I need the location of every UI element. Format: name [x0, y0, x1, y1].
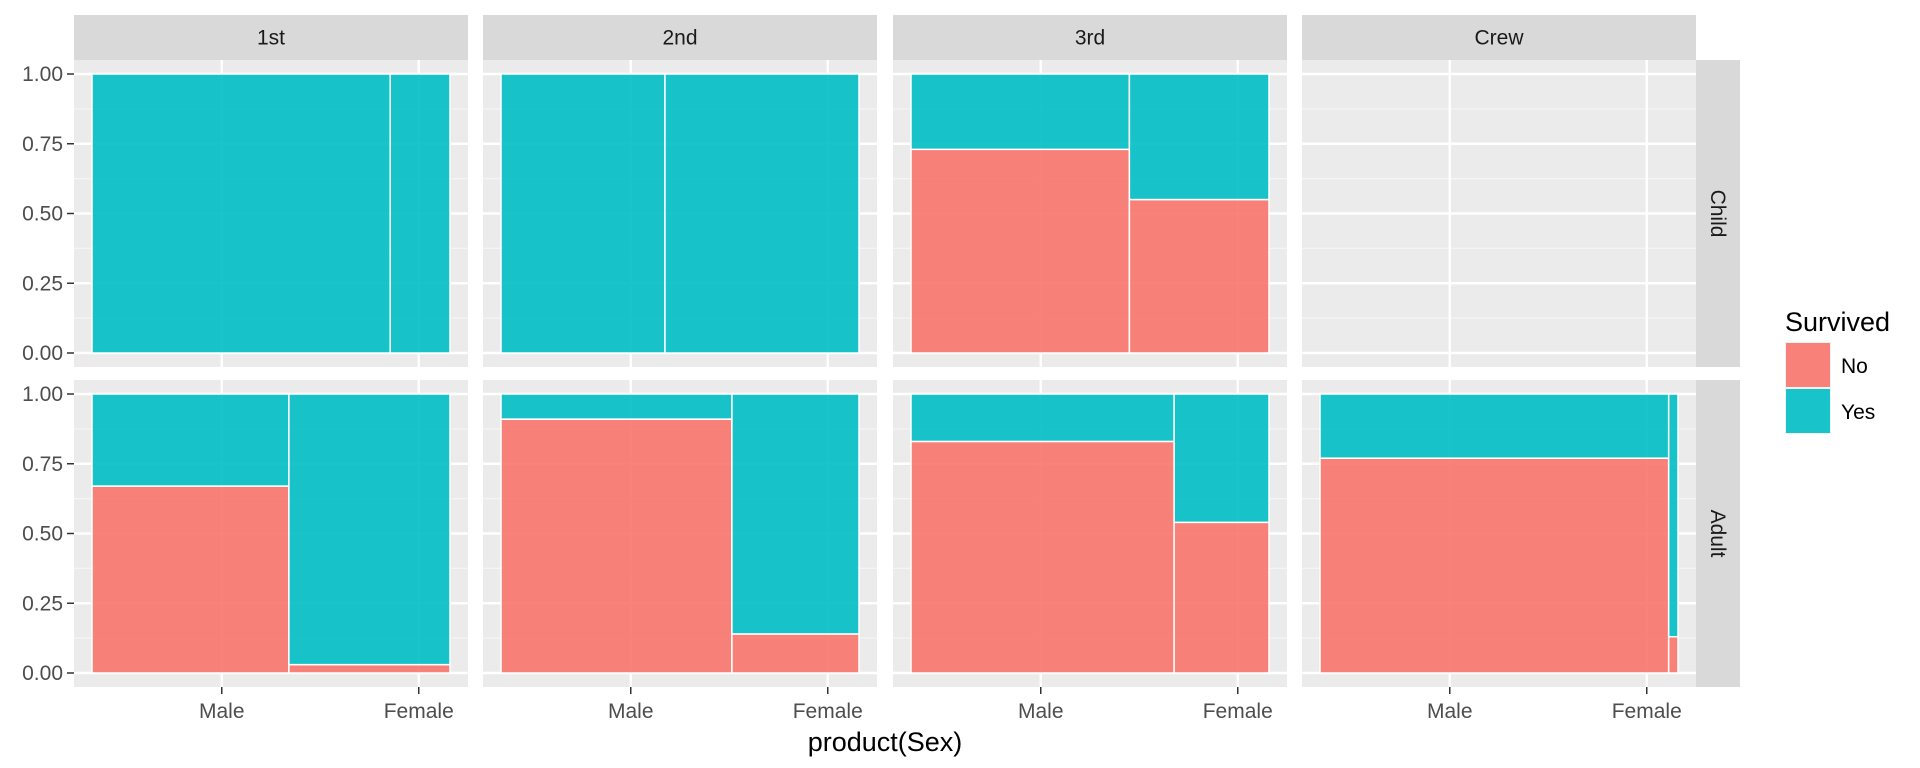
bar-segment-no-2nd-adult-male [500, 418, 733, 674]
bar-segment-no-crew-adult-female [1667, 635, 1679, 674]
bar-segment-no-1st-adult-female [288, 663, 451, 674]
x-tick-label-female: Female [793, 700, 863, 723]
legend-title: Survived [1785, 307, 1890, 337]
bar-segment-yes-2nd-child-male [500, 73, 666, 354]
y-tick-label: 0.75 [22, 133, 63, 156]
bar-segment-no-3rd-adult-female [1173, 521, 1270, 674]
y-tick-label: 1.00 [22, 63, 63, 86]
col-strip-label-3rd: 3rd [1075, 27, 1105, 50]
bar-segment-no-2nd-adult-female [731, 633, 860, 674]
bar-segment-yes-2nd-adult-male [500, 393, 733, 420]
bar-segment-yes-crew-adult-male [1319, 393, 1670, 459]
bar-segment-yes-3rd-child-female [1128, 73, 1270, 201]
bar-segment-no-3rd-child-female [1128, 198, 1270, 354]
col-strip-2nd [483, 15, 877, 60]
bar-segment-yes-1st-child-male [91, 73, 391, 354]
x-tick-label-female: Female [384, 700, 454, 723]
x-tick-label-male: Male [199, 700, 245, 723]
bar-segment-no-3rd-adult-male [910, 440, 1175, 674]
legend-swatch-no [1786, 343, 1830, 387]
row-strip-child [1696, 60, 1740, 367]
col-strip-label-2nd: 2nd [662, 27, 697, 50]
bar-segment-yes-2nd-adult-female [731, 393, 860, 635]
col-strip-1st [74, 15, 468, 60]
bar-segment-yes-3rd-child-male [910, 73, 1131, 151]
bar-segment-yes-crew-adult-female [1667, 393, 1679, 638]
bar-segment-yes-1st-adult-female [288, 393, 451, 666]
x-tick-label-male: Male [608, 700, 654, 723]
x-tick-label-female: Female [1612, 700, 1682, 723]
y-tick-label: 0.00 [22, 662, 63, 685]
bar-segment-no-1st-adult-male [91, 485, 290, 674]
x-tick-label-female: Female [1203, 700, 1273, 723]
y-tick-label: 0.50 [22, 203, 63, 226]
legend-swatch-yes [1786, 389, 1830, 433]
col-strip-crew [1302, 15, 1696, 60]
y-tick-label: 0.25 [22, 272, 63, 295]
legend-label-no: No [1841, 355, 1868, 378]
legend-label-yes: Yes [1841, 401, 1875, 424]
bar-segment-yes-3rd-adult-female [1173, 393, 1270, 524]
col-strip-3rd [893, 15, 1287, 60]
row-strip-label-child: Child [1706, 190, 1729, 238]
y-tick-label: 0.00 [22, 342, 63, 365]
y-tick-label: 1.00 [22, 383, 63, 406]
bar-segment-no-crew-adult-male [1319, 457, 1670, 674]
col-strip-label-1st: 1st [257, 27, 285, 50]
bar-segment-yes-1st-child-female [389, 73, 451, 354]
y-tick-label: 0.50 [22, 523, 63, 546]
bar-segment-no-3rd-child-male [910, 148, 1131, 354]
y-tick-label: 0.75 [22, 453, 63, 476]
bar-segment-yes-2nd-child-female [664, 73, 860, 354]
row-strip-adult [1696, 380, 1740, 687]
row-strip-label-adult: Adult [1706, 510, 1729, 558]
bar-segment-yes-3rd-adult-male [910, 393, 1175, 443]
bar-segment-yes-1st-adult-male [91, 393, 290, 487]
x-axis-title: product(Sex) [808, 727, 963, 757]
x-tick-label-male: Male [1427, 700, 1473, 723]
y-tick-label: 0.25 [22, 592, 63, 615]
col-strip-label-crew: Crew [1474, 27, 1524, 50]
x-tick-label-male: Male [1018, 700, 1064, 723]
